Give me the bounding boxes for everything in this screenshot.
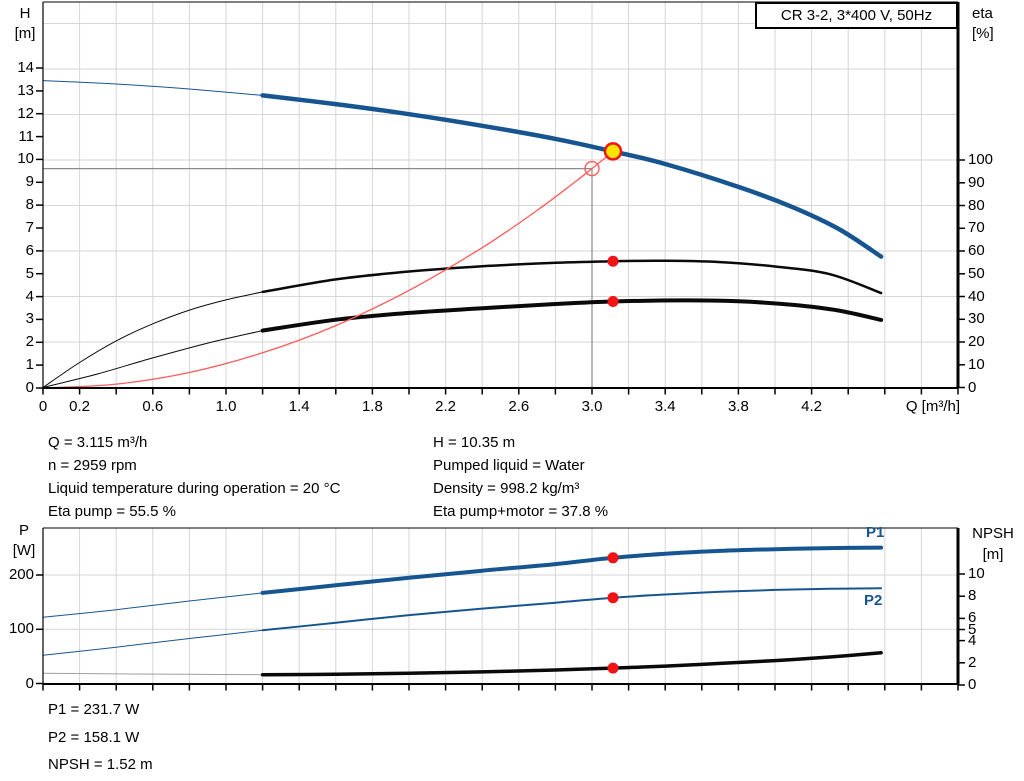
h-axis-unit: [m] (14, 25, 36, 42)
npsh-curve-thin (42, 672, 264, 676)
annotation-liquid: Pumped liquid = Water (433, 457, 585, 474)
requested-duty-point (584, 160, 600, 177)
eta-pump-motor-curve (260, 298, 884, 333)
p2-curve (261, 587, 883, 632)
annotation-temperature: Liquid temperature during operation = 20… (48, 480, 341, 497)
q-axis-label: Q [m³/h] (905, 398, 960, 415)
chart-title-box: CR 3-2, 3*400 V, 50Hz (755, 2, 958, 29)
annotation-eta-pump: Eta pump = 55.5 % (48, 503, 176, 520)
eta-axis-label: eta (972, 5, 993, 22)
annotation-eta-total: Eta pump+motor = 37.8 % (433, 503, 609, 520)
eta-pump-point (607, 255, 619, 267)
eta-pump-motor-point (607, 296, 619, 307)
annotation-p2: P2 = 158.1 W (48, 729, 140, 746)
p2-point (607, 592, 619, 604)
annotation-density: Density = 998.2 kg/m³ (433, 480, 580, 497)
npsh-curve (260, 651, 883, 677)
npsh-axis-label: NPSH (972, 525, 1014, 542)
p1-curve (260, 545, 884, 595)
eta-axis-unit: [%] (972, 25, 994, 42)
npsh-axis-unit: [m] (982, 546, 1004, 563)
p1-curve-thin (42, 592, 264, 618)
operating-point (603, 142, 623, 161)
annotation-head: H = 10.35 m (433, 434, 516, 451)
qh-curve (260, 93, 884, 259)
qh-curve-thin (42, 80, 264, 96)
annotation-npsh: NPSH = 1.52 m (48, 756, 153, 773)
system-curve (42, 150, 614, 389)
p1-point (607, 552, 619, 564)
annotation-speed: n = 2959 rpm (48, 457, 137, 474)
p-axis-label: P (18, 522, 29, 539)
npsh-point (607, 662, 619, 674)
annotation-p1: P1 = 231.7 W (48, 701, 140, 718)
p-axis-unit: [W] (12, 542, 36, 559)
h-axis-label: H (19, 5, 31, 22)
p2-curve-thin (42, 629, 264, 656)
eta-pump-motor-curve-thin (42, 330, 264, 388)
p2-curve-label: P2 (864, 592, 883, 609)
eta-pump-curve-thin (42, 291, 264, 388)
annotation-flow: Q = 3.115 m³/h (48, 434, 148, 451)
p1-curve-label: P1 (866, 524, 885, 541)
eta-pump-curve (261, 259, 883, 295)
